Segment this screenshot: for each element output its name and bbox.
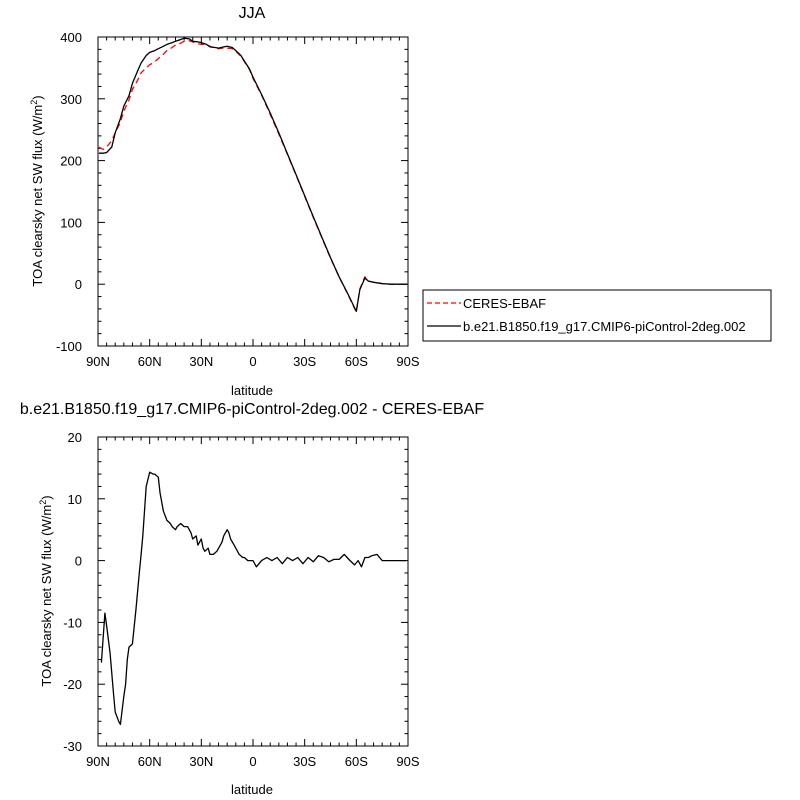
series-line-b-e21-b1850-f19-g17-cmip6-picontrol-2deg-002 [98,37,408,313]
chart-title: b.e21.B1850.f19_g17.CMIP6-piControl-2deg… [20,401,484,418]
chart-title: JJA [239,5,266,22]
x-tick-label: 60N [138,754,162,769]
y-tick-label: 0 [75,554,82,569]
y-tick-label: 20 [68,430,82,445]
y-tick-label: 10 [68,492,82,507]
x-tick-label: 30N [189,754,213,769]
x-tick-label: 90S [396,754,419,769]
x-tick-label: 0 [249,754,256,769]
y-tick-label: 200 [60,154,82,169]
y-axis-label-main: TOA clearsky net SW flux (W/m [39,505,54,687]
y-axis-label: TOA clearsky net SW flux (W/m2) [29,95,45,286]
x-tick-label: 90N [86,754,110,769]
x-tick-label: 60S [345,354,368,369]
y-axis-label-close: ) [39,495,54,499]
chart-bottom-panel: b.e21.B1850.f19_g17.CMIP6-piControl-2deg… [20,401,484,797]
y-tick-label: -100 [56,339,82,354]
y-tick-label: -10 [63,615,82,630]
x-tick-label: 90N [86,354,110,369]
y-tick-label: 400 [60,30,82,45]
x-axis-label: latitude [231,782,273,797]
series-line-ceres-ebaf [98,40,408,313]
x-axis-label: latitude [231,383,273,398]
chart-top-panel: JJA 90N 60N 30N 0 30S 60S 90S -100 0 100 200 300 400… [29,5,420,398]
x-tick-label: 30S [293,754,316,769]
series-line-difference [100,471,407,726]
y-tick-label: 100 [60,215,82,230]
y-axis-label-close: ) [30,95,45,99]
x-tick-label: 60S [345,754,368,769]
x-tick-label: 60N [138,354,162,369]
legend-label-ceres-ebaf: CERES-EBAF [463,296,546,311]
x-tick-label: 0 [249,354,256,369]
y-tick-label: 0 [75,277,82,292]
x-tick-label: 30N [189,354,213,369]
legend-label-model: b.e21.B1850.f19_g17.CMIP6-piControl-2deg… [463,319,746,334]
y-tick-label: -20 [63,677,82,692]
y-axis-label: TOA clearsky net SW flux (W/m2) [38,495,54,686]
plot-area: 90N 60N 30N 0 30S 60S 90S -30 -20 -10 0 10 20 [63,430,420,769]
legend-box [422,289,772,342]
y-axis-label-superscript: 2 [29,100,39,105]
legend: CERES-EBAF b.e21.B1850.f19_g17.CMIP6-piC… [422,289,772,342]
y-axis-label-superscript: 2 [38,500,48,505]
plot-area: 90N 60N 30N 0 30S 60S 90S -100 0 100 200 300 400 [56,30,420,369]
plot-frame [97,436,409,747]
y-axis-label-main: TOA clearsky net SW flux (W/m [30,105,45,287]
x-tick-label: 90S [396,354,419,369]
x-tick-label: 30S [293,354,316,369]
plot-frame [97,36,409,347]
y-tick-label: 300 [60,92,82,107]
y-tick-label: -30 [63,739,82,754]
